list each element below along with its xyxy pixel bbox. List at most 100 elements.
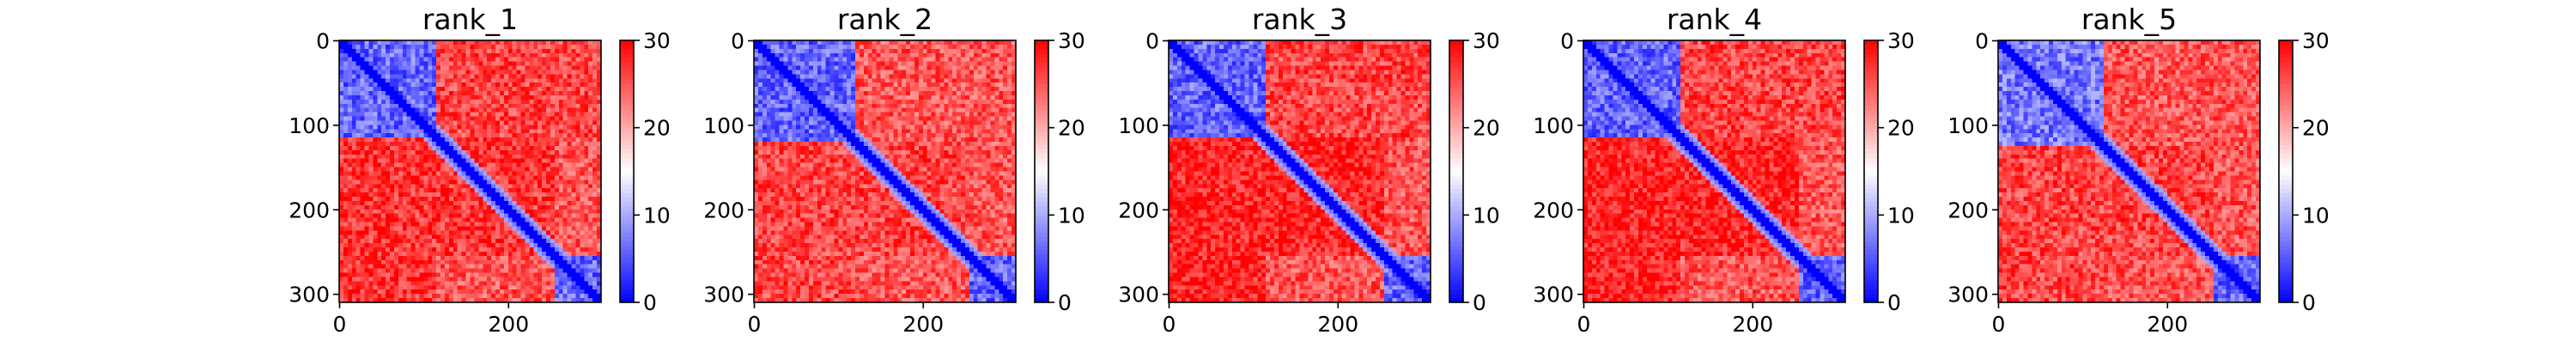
heatmap-cell [584, 289, 588, 294]
heatmap-cell [525, 91, 529, 95]
heatmap-cell [458, 87, 462, 91]
heatmap-cell [440, 260, 445, 265]
heatmap-cell [368, 243, 373, 247]
heatmap-cell [568, 91, 572, 95]
heatmap-cell [478, 188, 483, 192]
heatmap-cell [352, 210, 356, 214]
heatmap-cell [550, 133, 555, 137]
heatmap-cell [436, 142, 440, 146]
heatmap-cell [491, 146, 495, 150]
heatmap-cell [1007, 49, 1012, 53]
heatmap-cell [432, 87, 436, 91]
heatmap-cell [568, 95, 572, 100]
heatmap-cell [563, 78, 568, 82]
heatmap-cell [487, 146, 491, 150]
heatmap-cell [575, 192, 580, 197]
heatmap-cell [449, 146, 453, 150]
heatmap-cell [580, 146, 584, 150]
heatmap-cell [834, 53, 838, 58]
heatmap-cell [830, 87, 835, 91]
heatmap-cell [478, 260, 483, 265]
heatmap-cell [529, 120, 533, 125]
heatmap-cell [521, 146, 526, 150]
heatmap-cell [500, 113, 504, 117]
heatmap-cell [822, 82, 826, 87]
heatmap-cell [407, 205, 411, 210]
heatmap-cell [356, 265, 361, 269]
heatmap-cell [914, 66, 919, 70]
heatmap-cell [445, 180, 449, 184]
heatmap-cell [394, 58, 398, 62]
heatmap-cell [957, 104, 961, 108]
heatmap-cell [440, 129, 445, 133]
heatmap-cell [449, 159, 453, 163]
heatmap-cell [466, 104, 471, 108]
heatmap-cell [436, 239, 440, 243]
heatmap-cell [555, 113, 559, 117]
heatmap-cell [588, 104, 592, 108]
heatmap-cell [483, 172, 487, 176]
heatmap-cell [386, 277, 390, 281]
heatmap-cell [411, 167, 416, 172]
heatmap-cell [575, 146, 580, 150]
heatmap-cell [542, 87, 546, 91]
heatmap-cell [881, 66, 885, 70]
heatmap-cell [436, 260, 440, 265]
heatmap-cell [575, 277, 580, 281]
heatmap-cell [559, 45, 563, 49]
heatmap-cell [365, 289, 369, 294]
heatmap-cell [348, 100, 352, 104]
heatmap-cell [834, 49, 838, 53]
heatmap-cell [513, 120, 517, 125]
colorbar-segment [620, 193, 634, 198]
colorbar-segment [620, 80, 634, 85]
heatmap-cell [368, 53, 373, 58]
heatmap-cell [932, 49, 936, 53]
heatmap-cell [783, 45, 787, 49]
heatmap-cell [767, 45, 771, 49]
heatmap-cell [381, 201, 386, 205]
heatmap-cell [500, 70, 504, 74]
heatmap-cell [343, 265, 348, 269]
heatmap-cell [572, 265, 576, 269]
heatmap-cell [343, 74, 348, 78]
heatmap-cell [588, 222, 592, 227]
heatmap-cell [487, 167, 491, 172]
heatmap-cell [864, 100, 868, 104]
heatmap-cell [584, 226, 588, 230]
heatmap-cell [944, 82, 948, 87]
heatmap-cell [416, 172, 420, 176]
heatmap-cell [440, 113, 445, 117]
heatmap-cell [504, 95, 508, 100]
heatmap-cell [356, 184, 361, 188]
heatmap-cell [513, 117, 517, 121]
heatmap-cell [487, 265, 491, 269]
heatmap-cell [525, 74, 529, 78]
heatmap-cell [897, 82, 902, 87]
heatmap-cell [373, 74, 377, 78]
heatmap-cell [428, 137, 432, 142]
heatmap-cell [483, 273, 487, 277]
heatmap-cell [914, 49, 919, 53]
heatmap-cell [568, 146, 572, 150]
heatmap-cell [508, 175, 513, 180]
heatmap-cell [780, 74, 784, 78]
heatmap-cell [817, 62, 822, 66]
heatmap-cell [538, 188, 542, 192]
heatmap-cell [381, 184, 386, 188]
heatmap-cell [948, 78, 952, 82]
heatmap-cell [394, 163, 398, 167]
heatmap-cell [517, 247, 521, 252]
heatmap-cell [550, 66, 555, 70]
heatmap-cell [377, 159, 381, 163]
heatmap-cell [927, 49, 932, 53]
heatmap-cell [990, 66, 994, 70]
heatmap-cell [432, 45, 436, 49]
heatmap-cell [453, 142, 458, 146]
heatmap-cell [813, 95, 817, 100]
heatmap-cell [969, 66, 974, 70]
heatmap-cell [352, 74, 356, 78]
heatmap-cell [411, 74, 416, 78]
heatmap-cell [529, 218, 533, 222]
heatmap-cell [474, 113, 478, 117]
